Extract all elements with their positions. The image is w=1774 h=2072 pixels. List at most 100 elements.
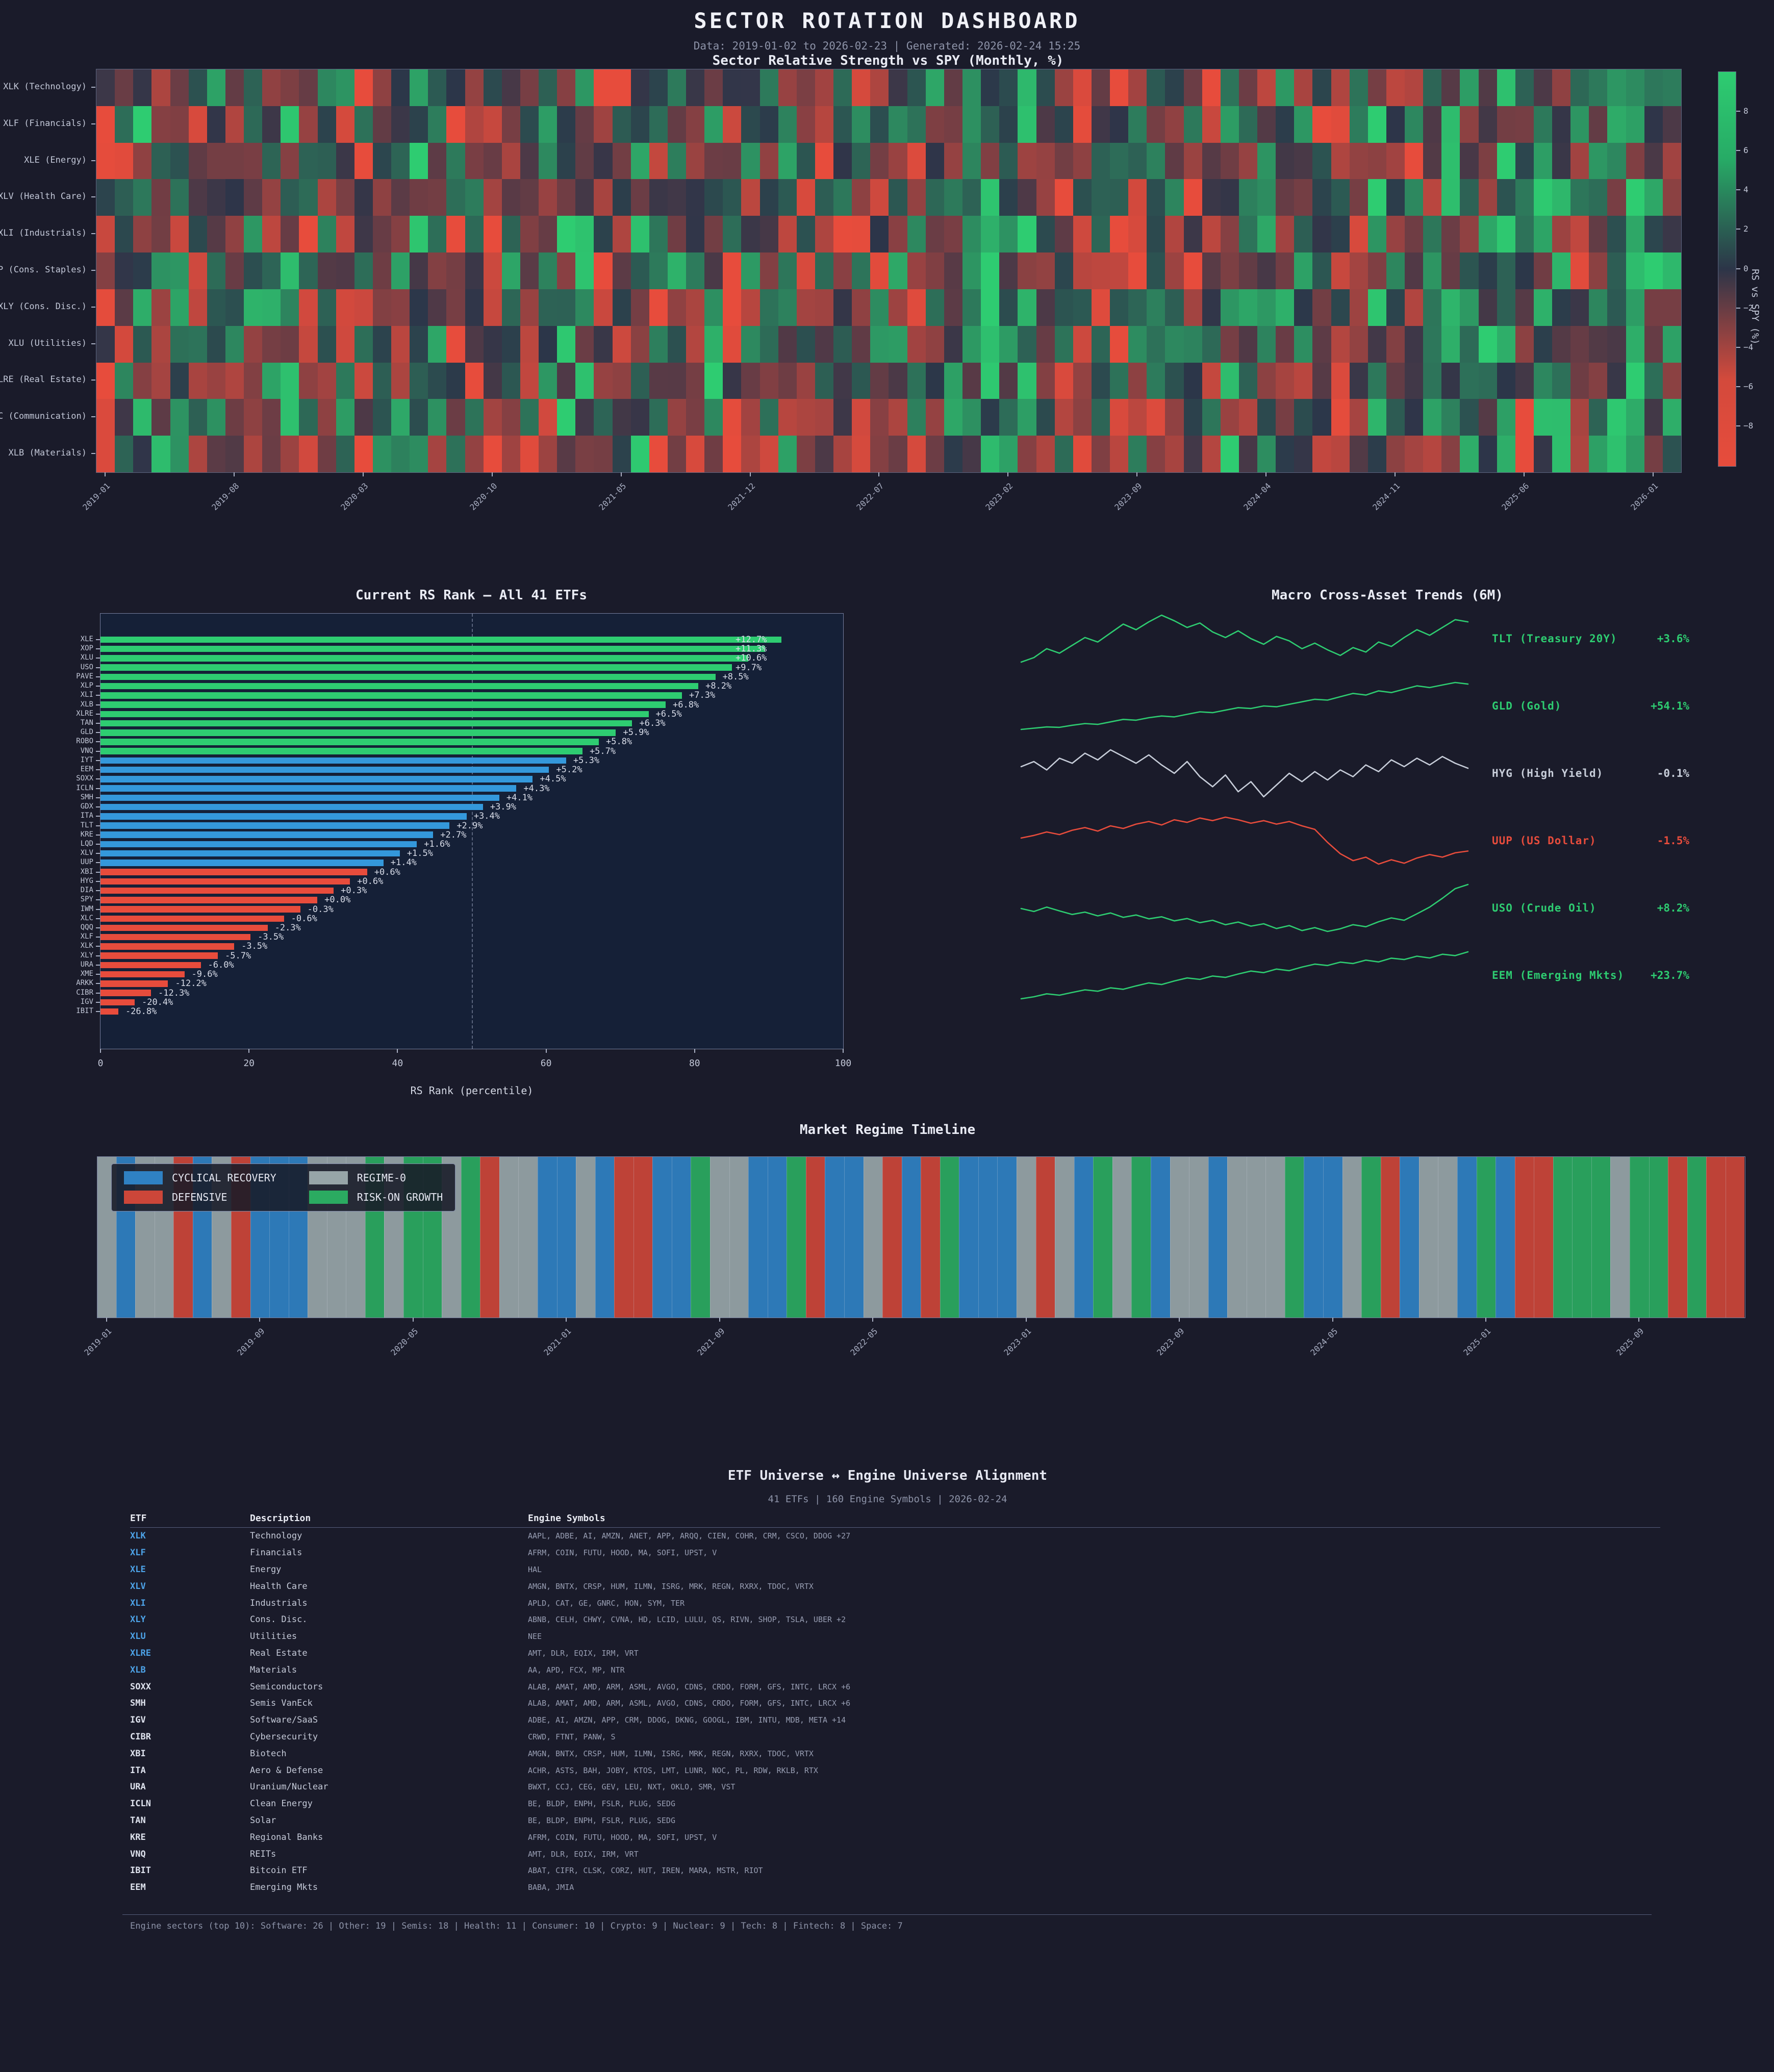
heatmap-cell [1460,325,1479,363]
heatmap-cell [870,179,889,216]
etf-symbol: XLE [130,1564,146,1575]
regime-segment-51 [1074,1157,1094,1318]
heatmap-cell [1312,106,1331,143]
rs-bar-value-URA: -6.0% [208,959,234,970]
heatmap-cell [299,179,318,216]
heatmap-cell [354,69,373,106]
heatmap-cell [483,106,502,143]
heatmap-cell [1570,179,1589,216]
heatmap-cell [686,252,705,289]
heatmap-cell [317,252,336,289]
heatmap-cell [1238,142,1258,180]
heatmap-cell [410,106,428,143]
regime-segment-38 [825,1157,844,1318]
rs-bar-value-TLT: +2.9% [457,820,483,831]
etf-engine-symbols: AMGN, BNTX, CRSP, HUM, ILMN, ISRG, MRK, … [528,1749,814,1758]
heatmap-cell [1607,252,1626,289]
regime-segment-64 [1323,1157,1342,1318]
rs-bar-value-XBI: +0.6% [374,867,400,877]
heatmap-cell [1644,399,1663,436]
rs-bar-label-USO: USO [80,663,93,671]
heatmap-cell [1257,436,1276,472]
regime-segment-60 [1246,1157,1266,1318]
heatmap-cell [796,142,815,180]
heatmap-cell [1367,362,1386,399]
heatmap-cell [741,289,760,326]
heatmap-cell [907,362,926,399]
heatmap-cell [870,362,889,399]
rs-bar-value-XLV: +1.5% [407,848,433,859]
heatmap-cell [944,252,962,289]
heatmap-cell [354,325,373,363]
heatmap-cell [1147,436,1165,472]
rs-bar-value-EEM: +5.2% [556,765,582,775]
regime-segment-19 [461,1157,480,1318]
heatmap-cell [612,436,631,472]
heatmap-cell [1312,325,1331,363]
y-tick [91,86,95,88]
heatmap-cell [999,289,1018,326]
heatmap-cell [354,142,373,180]
heatmap-cell [1405,179,1424,216]
heatmap-cell [188,179,207,216]
rs-bar-value-XLC: -0.6% [291,913,317,924]
heatmap-cell [1478,69,1497,106]
heatmap-cell [833,436,852,472]
heatmap-cell [1441,289,1460,326]
heatmap-cell [704,362,723,399]
heatmap-cell [1386,289,1405,326]
heatmap-cell [1018,252,1036,289]
heatmap-cell [1497,289,1515,326]
heatmap-cell [1460,106,1479,143]
regime-segment-34 [748,1157,768,1318]
heatmap-cell [852,362,871,399]
heatmap-cell [1607,216,1626,253]
heatmap-cell [133,436,152,472]
heatmap-cell [1220,142,1239,180]
heatmap-cell [354,106,373,143]
rs-x-axis-label: RS Rank (percentile) [410,1084,534,1097]
etf-table: ETF Description Engine Symbols XLK Technolog… [130,1509,1660,1896]
heatmap-cell [962,399,981,436]
heatmap-cell [999,399,1018,436]
heatmap-cell [833,399,852,436]
heatmap-x-tick-label: 2021-12 [725,481,757,513]
etf-symbol: XLRE [130,1648,151,1658]
regime-segment-57 [1189,1157,1208,1318]
heatmap-cell [1331,399,1350,436]
heatmap-cell [96,216,115,253]
regime-segment-81 [1649,1157,1668,1318]
heatmap-cell [889,142,907,180]
heatmap-cell [1276,362,1295,399]
heatmap-cell [1276,216,1295,253]
regime-x-tick [566,1318,567,1322]
macro-row-HYG: HYG (High Yield) -0.1% [1020,746,1714,813]
heatmap-cell [1257,69,1276,106]
etf-table-row-XLI: XLI Industrials APLD, CAT, GE, GNRC, HON, … [130,1595,1660,1611]
x-tick [491,472,493,476]
legend-item: DEFENSIVE [124,1191,276,1204]
heatmap-cell [889,362,907,399]
rs-y-tick [96,1011,100,1012]
heatmap-cell [96,362,115,399]
regime-segment-77 [1572,1157,1591,1318]
heatmap-cell [1662,436,1681,472]
heatmap-cell [1367,69,1386,106]
heatmap-cell [778,142,797,180]
rs-bar-SOXX [100,776,533,782]
heatmap-cell [1423,325,1442,363]
rs-bar-TLT [100,822,450,829]
heatmap-cell [1091,325,1110,363]
heatmap-cell [170,325,189,363]
regime-segment-74 [1514,1157,1534,1318]
heatmap-cell [1515,436,1534,472]
etf-table-subtitle: 41 ETFs | 160 Engine Symbols | 2026-02-2… [768,1494,1007,1505]
heatmap-cell [520,179,539,216]
heatmap-cell [1036,399,1055,436]
heatmap-cell [1423,252,1442,289]
heatmap-cell [336,69,354,106]
rs-bar-value-QQQ: -2.3% [274,922,301,933]
heatmap-cell [759,179,778,216]
heatmap-cell [1331,289,1350,326]
rs-x-tick [694,1049,695,1053]
